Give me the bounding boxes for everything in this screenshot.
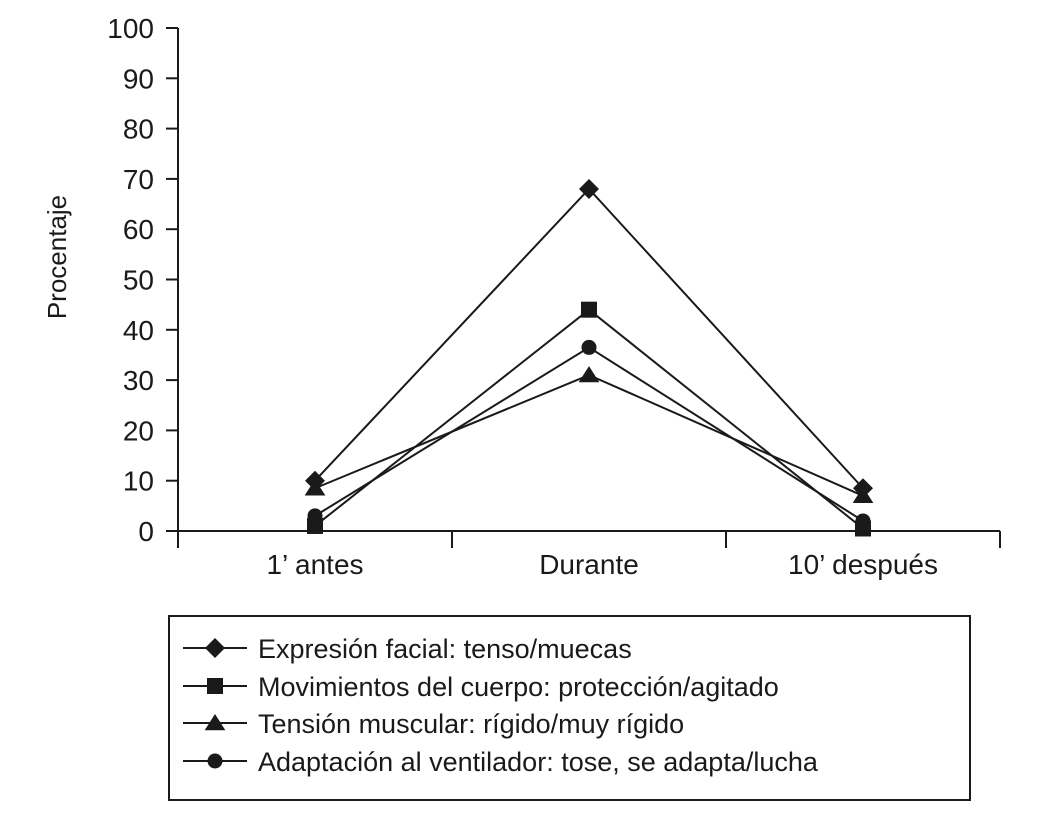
data-point	[307, 508, 323, 524]
y-tick-label: 10	[123, 466, 154, 497]
series-diamond	[305, 178, 873, 499]
legend-item: Adaptación al ventilador: tose, se adapt…	[183, 747, 819, 777]
series-triangle	[304, 366, 874, 503]
y-tick-label: 90	[123, 63, 154, 94]
y-axis-title: Procentaje	[42, 195, 72, 319]
y-tick-label: 70	[123, 164, 154, 195]
legend-marker	[207, 678, 223, 694]
axes: 0 10 20 30 40 50 60 70 80 90 100 1’ antes Durante 10’…	[107, 13, 1001, 580]
data-point	[581, 301, 597, 318]
data-point	[579, 178, 599, 199]
y-tick-label: 80	[123, 114, 154, 145]
x-tick-label: 1’ antes	[266, 549, 363, 580]
data-point	[304, 479, 326, 496]
y-tick-label: 0	[138, 516, 154, 547]
data-point	[578, 366, 600, 383]
data-point	[852, 486, 874, 503]
y-tick-label: 40	[123, 315, 154, 346]
legend-item: Expresión facial: tenso/muecas	[183, 634, 632, 664]
legend-marker	[204, 714, 226, 731]
legend-item: Movimientos del cuerpo: protección/agita…	[183, 672, 779, 702]
data-point	[855, 513, 871, 529]
legend-label: Expresión facial: tenso/muecas	[258, 634, 632, 664]
y-tick-label: 20	[123, 415, 154, 446]
series-square	[307, 301, 871, 537]
y-tick-label: 30	[123, 365, 154, 396]
series-circle	[307, 339, 871, 529]
legend-marker	[207, 753, 223, 769]
series-line	[314, 187, 864, 489]
legend-item: Tensión muscular: rígido/muy rígido	[183, 709, 684, 739]
legend: Expresión facial: tenso/muecas Movimiento…	[168, 615, 971, 801]
y-tick-label: 60	[123, 214, 154, 245]
series-layer	[304, 178, 874, 537]
y-tick-label: 100	[107, 13, 154, 44]
legend-box	[168, 615, 971, 801]
x-tick-label: Durante	[539, 549, 639, 580]
legend-label: Movimientos del cuerpo: protección/agita…	[258, 672, 779, 702]
legend-label: Adaptación al ventilador: tose, se adapt…	[258, 747, 819, 777]
data-point	[581, 339, 597, 355]
x-tick-label: 10’ después	[788, 549, 938, 580]
y-tick-label: 50	[123, 265, 154, 296]
legend-label: Tensión muscular: rígido/muy rígido	[258, 709, 684, 739]
legend-marker	[205, 638, 225, 658]
